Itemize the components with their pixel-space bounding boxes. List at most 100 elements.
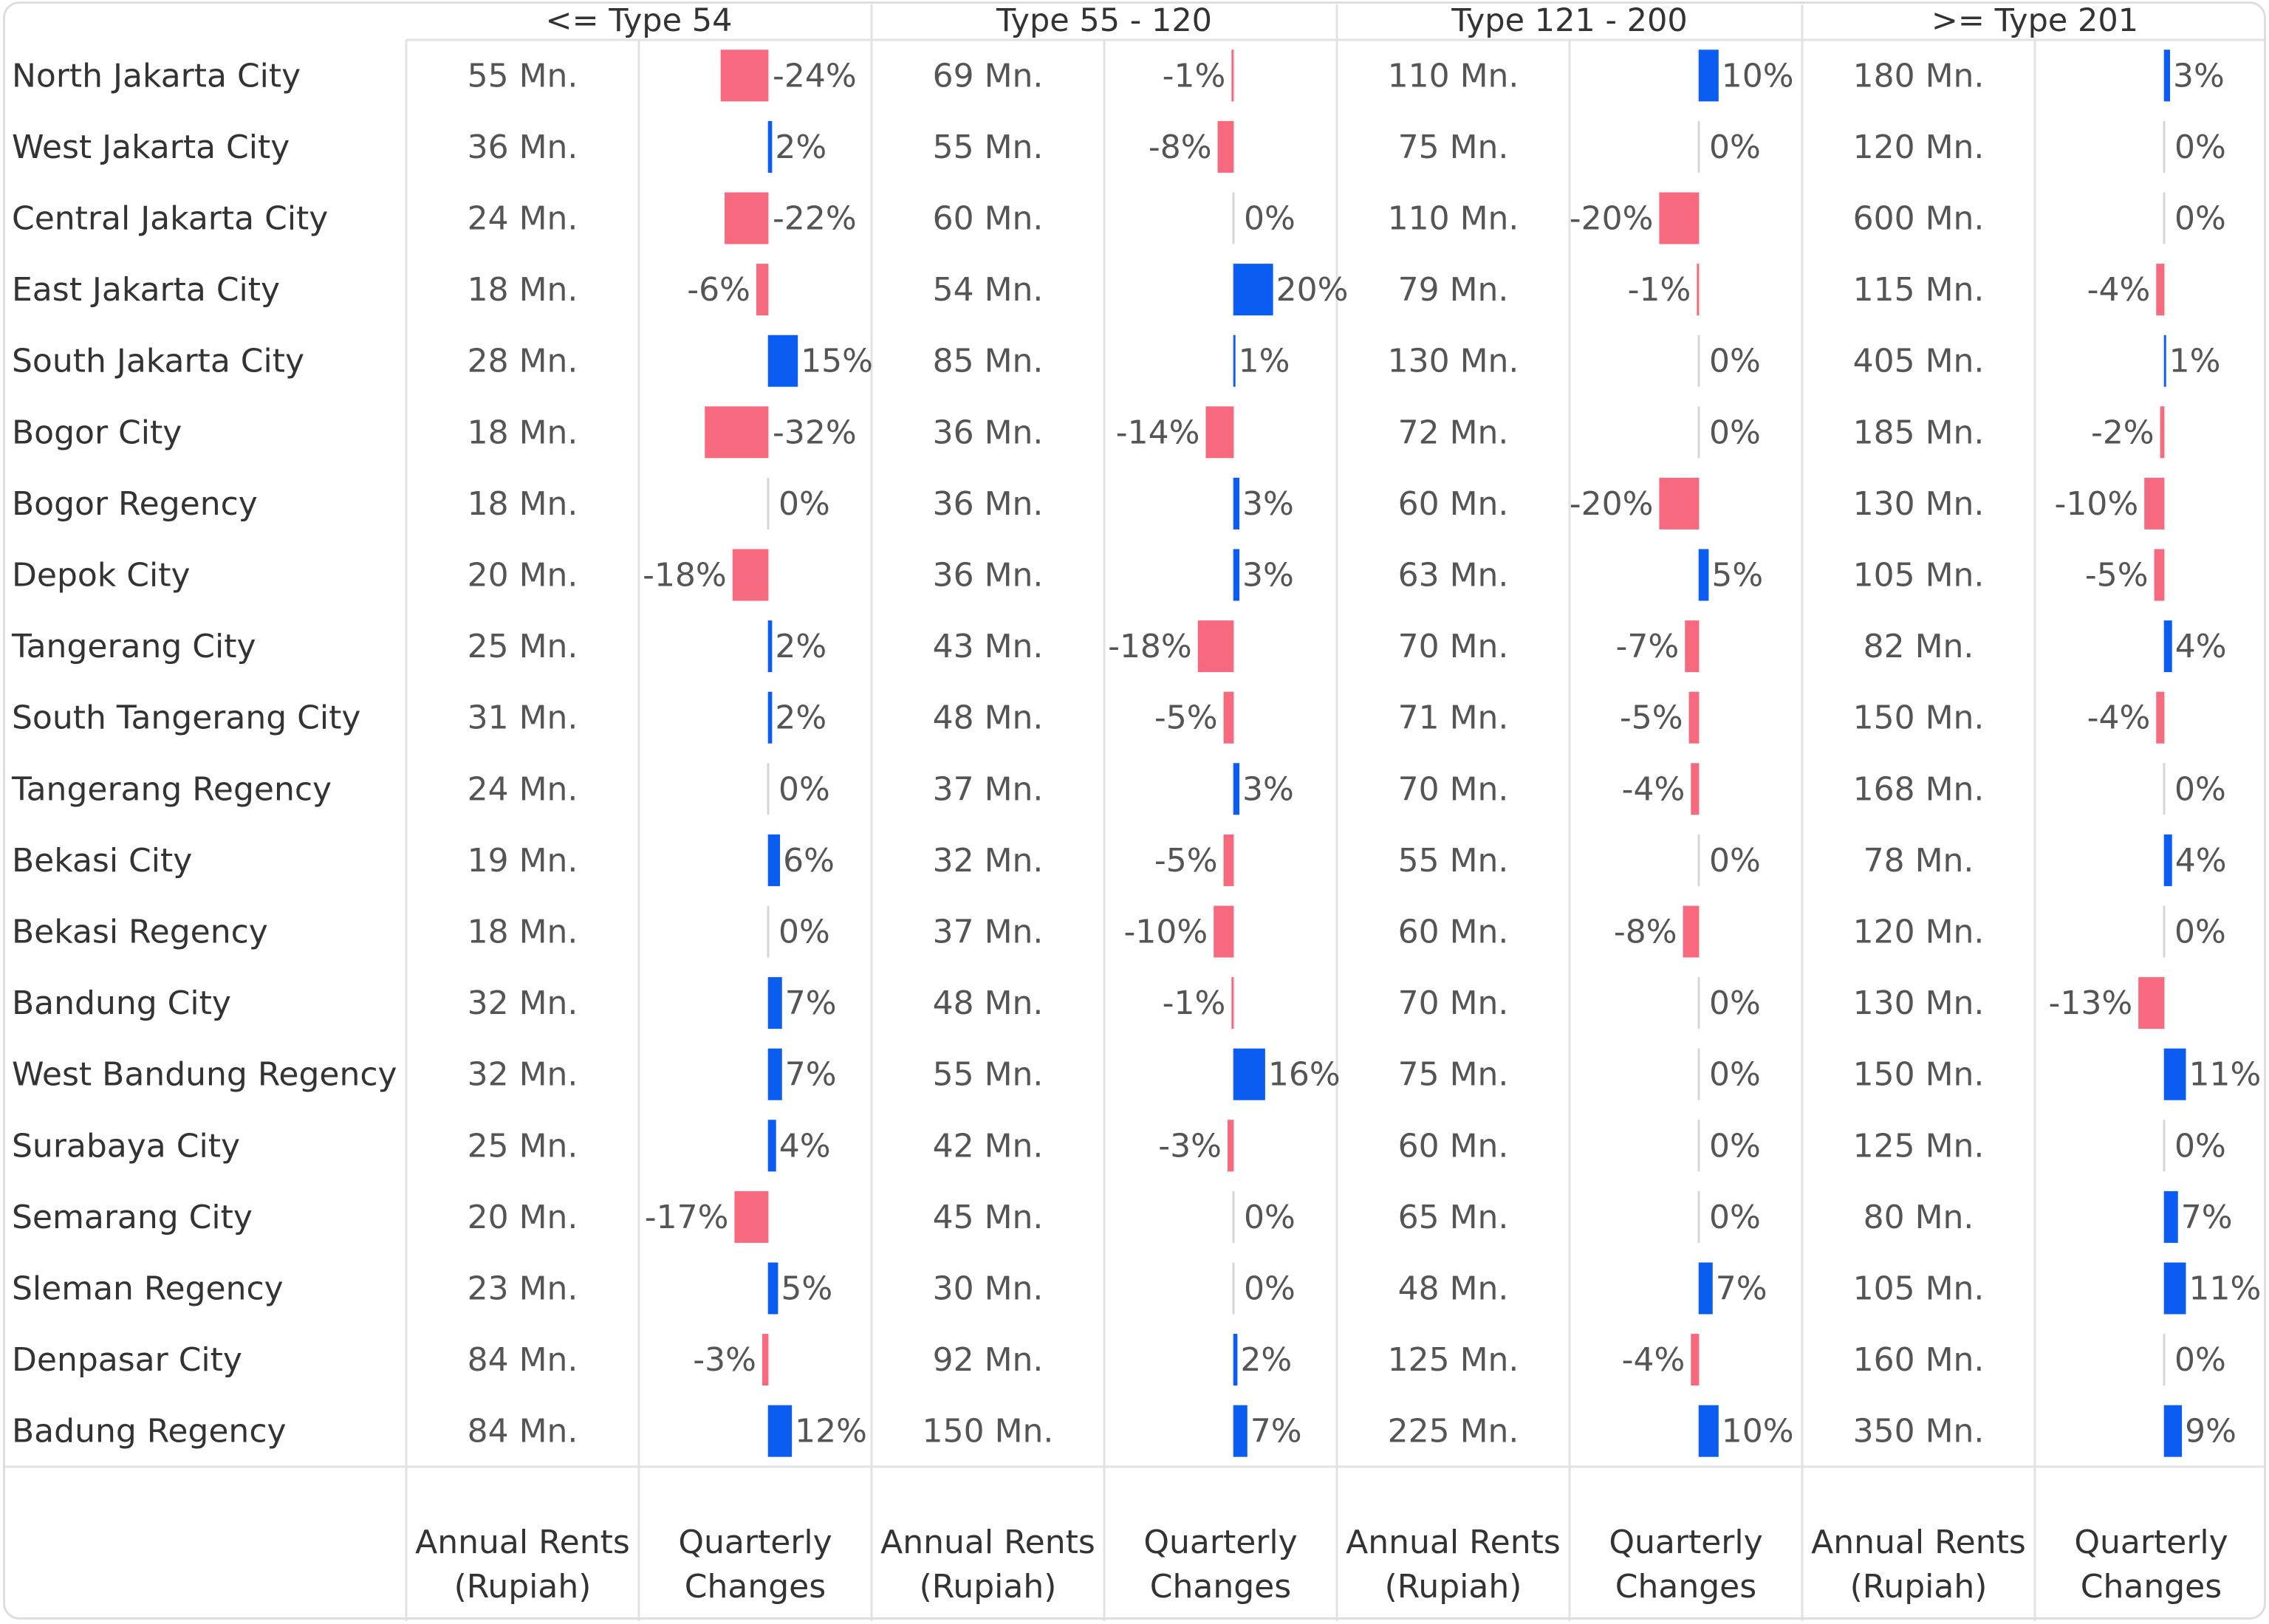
- change-label: -18%: [1108, 628, 1192, 665]
- annual-rent-value: 130 Mn.: [1853, 984, 1985, 1022]
- change-label: -5%: [1620, 699, 1683, 737]
- change-label: 9%: [2185, 1413, 2237, 1450]
- change-label: -20%: [1570, 485, 1654, 523]
- change-bar: [1233, 549, 1240, 601]
- change-label: 0%: [1709, 1127, 1761, 1165]
- change-label: 4%: [2175, 628, 2227, 665]
- row-label: Tangerang City: [11, 628, 256, 665]
- row-label: Bandung City: [12, 984, 231, 1022]
- annual-rent-value: 120 Mn.: [1853, 129, 1985, 166]
- change-bar: [1683, 905, 1699, 958]
- change-label: -8%: [1614, 914, 1677, 951]
- annual-rents-label: (Rupiah): [1385, 1568, 1522, 1606]
- annual-rent-value: 130 Mn.: [1853, 485, 1985, 523]
- change-label: 0%: [1244, 200, 1296, 238]
- row-label: Bekasi Regency: [12, 914, 268, 951]
- quarterly-changes-label: Quarterly: [1143, 1524, 1297, 1561]
- change-label: -4%: [2087, 699, 2151, 737]
- annual-rent-value: 55 Mn.: [933, 129, 1044, 166]
- change-label: 0%: [778, 914, 830, 951]
- row-label: Tangerang Regency: [11, 770, 332, 808]
- annual-rent-value: 115 Mn.: [1853, 271, 1985, 309]
- change-label: 0%: [778, 770, 830, 808]
- change-label: 0%: [1244, 1270, 1296, 1308]
- change-label: -8%: [1149, 129, 1212, 166]
- change-bar: [1231, 977, 1233, 1029]
- change-bar: [734, 1190, 768, 1243]
- change-bar: [2164, 620, 2172, 673]
- change-label: 1%: [1239, 343, 1290, 380]
- annual-rent-value: 350 Mn.: [1853, 1413, 1985, 1450]
- change-bar: [1197, 620, 1233, 673]
- change-bar: [1233, 264, 1273, 316]
- change-bar: [1233, 763, 1240, 815]
- change-bar: [1688, 691, 1699, 744]
- change-bar: [1699, 549, 1709, 601]
- row-label: Bogor Regency: [12, 485, 258, 523]
- change-bar: [1233, 1405, 1248, 1457]
- row-label: East Jakarta City: [12, 271, 280, 309]
- annual-rent-value: 125 Mn.: [1388, 1341, 1519, 1379]
- quarterly-changes-label: Changes: [685, 1568, 826, 1606]
- change-label: 7%: [2181, 1199, 2233, 1236]
- annual-rent-value: 150 Mn.: [923, 1413, 1054, 1450]
- change-label: 0%: [2174, 200, 2226, 238]
- change-bar: [768, 691, 773, 744]
- annual-rent-value: 80 Mn.: [1864, 1199, 1974, 1236]
- annual-rent-value: 28 Mn.: [468, 343, 578, 380]
- change-label: -14%: [1116, 414, 1200, 451]
- change-bar: [1691, 1334, 1699, 1386]
- row-label: West Jakarta City: [12, 129, 290, 166]
- change-label: -24%: [773, 57, 857, 95]
- annual-rents-label: Annual Rents: [1811, 1524, 2026, 1561]
- row-label: Bekasi City: [12, 842, 192, 880]
- change-label: -22%: [773, 200, 857, 238]
- annual-rent-value: 55 Mn.: [933, 1056, 1044, 1094]
- change-bar: [725, 192, 768, 244]
- annual-rent-value: 20 Mn.: [468, 1199, 578, 1236]
- change-bar: [2164, 834, 2172, 886]
- change-bar: [2164, 335, 2166, 387]
- change-label: 2%: [775, 628, 827, 665]
- change-label: -5%: [1154, 842, 1218, 880]
- annual-rent-value: 75 Mn.: [1398, 1056, 1509, 1094]
- annual-rent-value: 168 Mn.: [1853, 770, 1985, 808]
- change-label: 11%: [2188, 1270, 2261, 1308]
- group-header: <= Type 54: [546, 2, 733, 39]
- annual-rent-value: 48 Mn.: [933, 984, 1044, 1022]
- change-bar: [768, 834, 781, 886]
- annual-rent-value: 24 Mn.: [468, 770, 578, 808]
- change-bar: [1233, 477, 1240, 530]
- change-label: -7%: [1616, 628, 1680, 665]
- change-bar: [1659, 477, 1699, 530]
- change-label: 10%: [1722, 57, 1794, 95]
- row-label: South Tangerang City: [12, 699, 360, 737]
- annual-rent-value: 25 Mn.: [468, 1127, 578, 1165]
- annual-rent-value: 110 Mn.: [1388, 200, 1519, 238]
- change-bar: [768, 120, 773, 173]
- quarterly-changes-label: Changes: [1615, 1568, 1756, 1606]
- change-bar: [1685, 620, 1699, 673]
- change-bar: [1233, 335, 1236, 387]
- annual-rents-label: (Rupiah): [1850, 1568, 1988, 1606]
- change-label: -2%: [2091, 414, 2155, 451]
- change-label: -10%: [2055, 485, 2139, 523]
- row-label: Denpasar City: [12, 1341, 242, 1379]
- change-label: -32%: [773, 414, 857, 451]
- change-bar: [2164, 1405, 2183, 1457]
- annual-rent-value: 60 Mn.: [1398, 914, 1509, 951]
- change-label: 2%: [1240, 1341, 1292, 1379]
- annual-rents-label: (Rupiah): [454, 1568, 592, 1606]
- annual-rent-value: 130 Mn.: [1388, 343, 1519, 380]
- annual-rent-value: 92 Mn.: [933, 1341, 1044, 1379]
- change-label: 20%: [1276, 271, 1349, 309]
- change-bar: [1699, 49, 1719, 102]
- change-label: 0%: [2174, 129, 2226, 166]
- change-bar: [2164, 49, 2171, 102]
- annual-rent-value: 48 Mn.: [933, 699, 1044, 737]
- change-bar: [768, 977, 782, 1029]
- annual-rent-value: 82 Mn.: [1864, 628, 1974, 665]
- change-label: 3%: [1242, 557, 1294, 595]
- annual-rent-value: 36 Mn.: [933, 414, 1044, 451]
- annual-rents-label: Annual Rents: [1346, 1524, 1561, 1561]
